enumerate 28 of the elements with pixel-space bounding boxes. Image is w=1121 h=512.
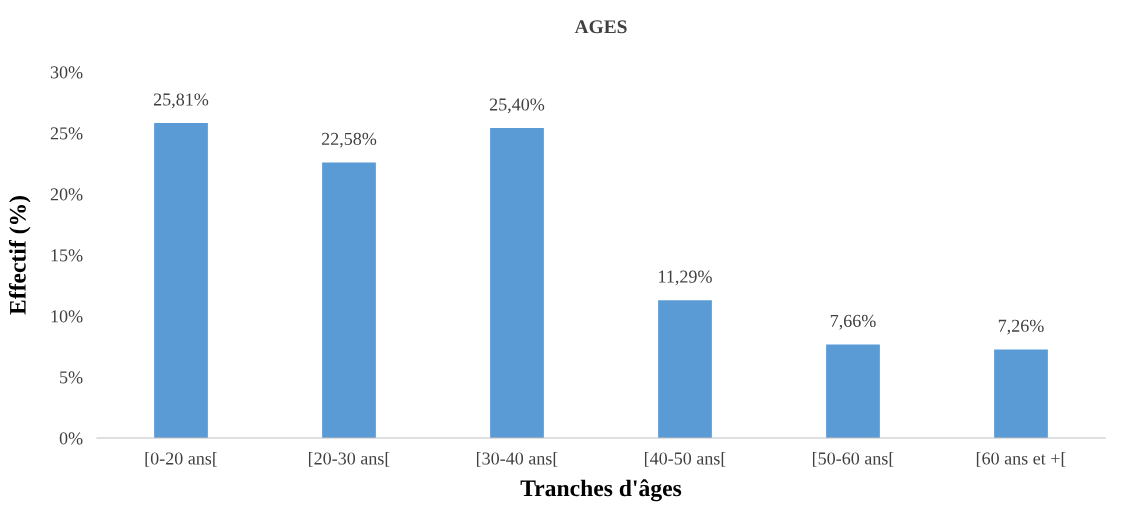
x-tick-label: [0-20 ans[ <box>145 451 218 467</box>
data-label: 25,40% <box>489 98 545 114</box>
data-label: 25,81% <box>153 93 209 109</box>
bar <box>994 349 1048 438</box>
x-tick-label: [50-60 ans[ <box>812 451 894 467</box>
y-tick-label: 15% <box>51 249 83 262</box>
data-label: 7,26% <box>998 319 1044 335</box>
data-label: 22,58% <box>321 132 377 148</box>
y-tick-label: 5% <box>60 371 83 384</box>
bar <box>658 300 712 438</box>
y-tick-label: 30% <box>50 66 83 79</box>
bar <box>826 344 880 438</box>
x-tick-label: [20-30 ans[ <box>308 451 390 467</box>
chart-title: AGES <box>574 20 627 34</box>
x-tick-label: [60 ans et +[ <box>976 451 1066 467</box>
bar <box>322 162 376 438</box>
data-label: 7,66% <box>830 314 876 330</box>
y-tick-label: 25% <box>50 127 83 140</box>
y-tick-label: 0% <box>59 432 83 445</box>
y-tick-label: 10% <box>51 310 83 323</box>
data-label: 11,29% <box>659 270 712 286</box>
x-tick-label: [30-40 ans[ <box>476 451 558 467</box>
bar <box>154 123 208 438</box>
y-tick-label: 20% <box>50 188 83 201</box>
y-axis-title: Effectif (%) <box>8 196 31 315</box>
x-axis-title: Tranches d'âges <box>520 479 682 502</box>
bar <box>490 128 544 438</box>
x-tick-label: [40-50 ans[ <box>644 451 726 467</box>
